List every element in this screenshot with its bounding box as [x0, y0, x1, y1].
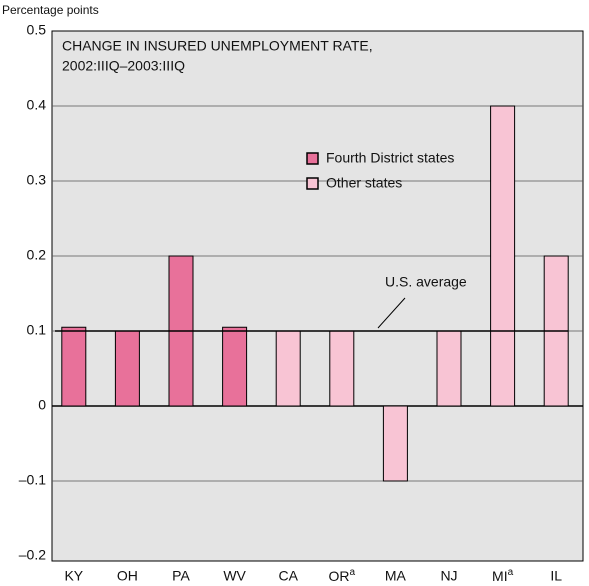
chart-subtitle: 2002:IIIQ–2003:IIIQ: [62, 58, 185, 74]
x-tick-label: KY: [64, 568, 83, 584]
x-tick-label: CA: [278, 568, 298, 584]
y-tick-label: 0.2: [27, 247, 47, 263]
category-superscript: a: [350, 567, 356, 578]
bar: [490, 105, 516, 407]
bar: [114, 330, 140, 407]
legend-swatch: [306, 152, 319, 165]
legend-label: Other states: [326, 175, 402, 191]
bar: [436, 330, 462, 407]
bar: [275, 330, 301, 407]
y-tick-label: –0.2: [19, 547, 46, 563]
legend-label: Fourth District states: [326, 150, 454, 166]
reference-label: U.S. average: [385, 274, 467, 290]
x-tick-label: NJ: [440, 568, 457, 584]
bar: [329, 330, 355, 407]
x-tick-label: MA: [385, 568, 407, 584]
legend-swatch: [306, 177, 319, 190]
x-tick-label: PA: [172, 568, 190, 584]
category-name: MI: [492, 568, 508, 584]
category-name: OR: [329, 568, 350, 584]
x-tick-label: IL: [550, 568, 562, 584]
x-tick-label: MIa: [492, 567, 514, 584]
x-tick-label: ORa: [329, 567, 356, 584]
y-axis-label: Percentage points: [2, 3, 99, 17]
y-tick-label: 0: [38, 397, 46, 413]
x-tick-label: WV: [223, 568, 246, 584]
y-tick-label: 0.1: [27, 322, 47, 338]
x-tick-label: OH: [117, 568, 138, 584]
bar: [222, 326, 248, 407]
y-tick-label: –0.1: [19, 472, 46, 488]
annotation-leader: [377, 297, 406, 329]
y-tick-label: 0.5: [27, 22, 47, 38]
chart-title: CHANGE IN INSURED UNEMPLOYMENT RATE,: [62, 38, 373, 54]
y-tick-label: 0.4: [27, 97, 47, 113]
y-tick-label: 0.3: [27, 172, 47, 188]
bar: [61, 326, 87, 407]
bar: [382, 405, 408, 482]
category-superscript: a: [508, 567, 514, 578]
